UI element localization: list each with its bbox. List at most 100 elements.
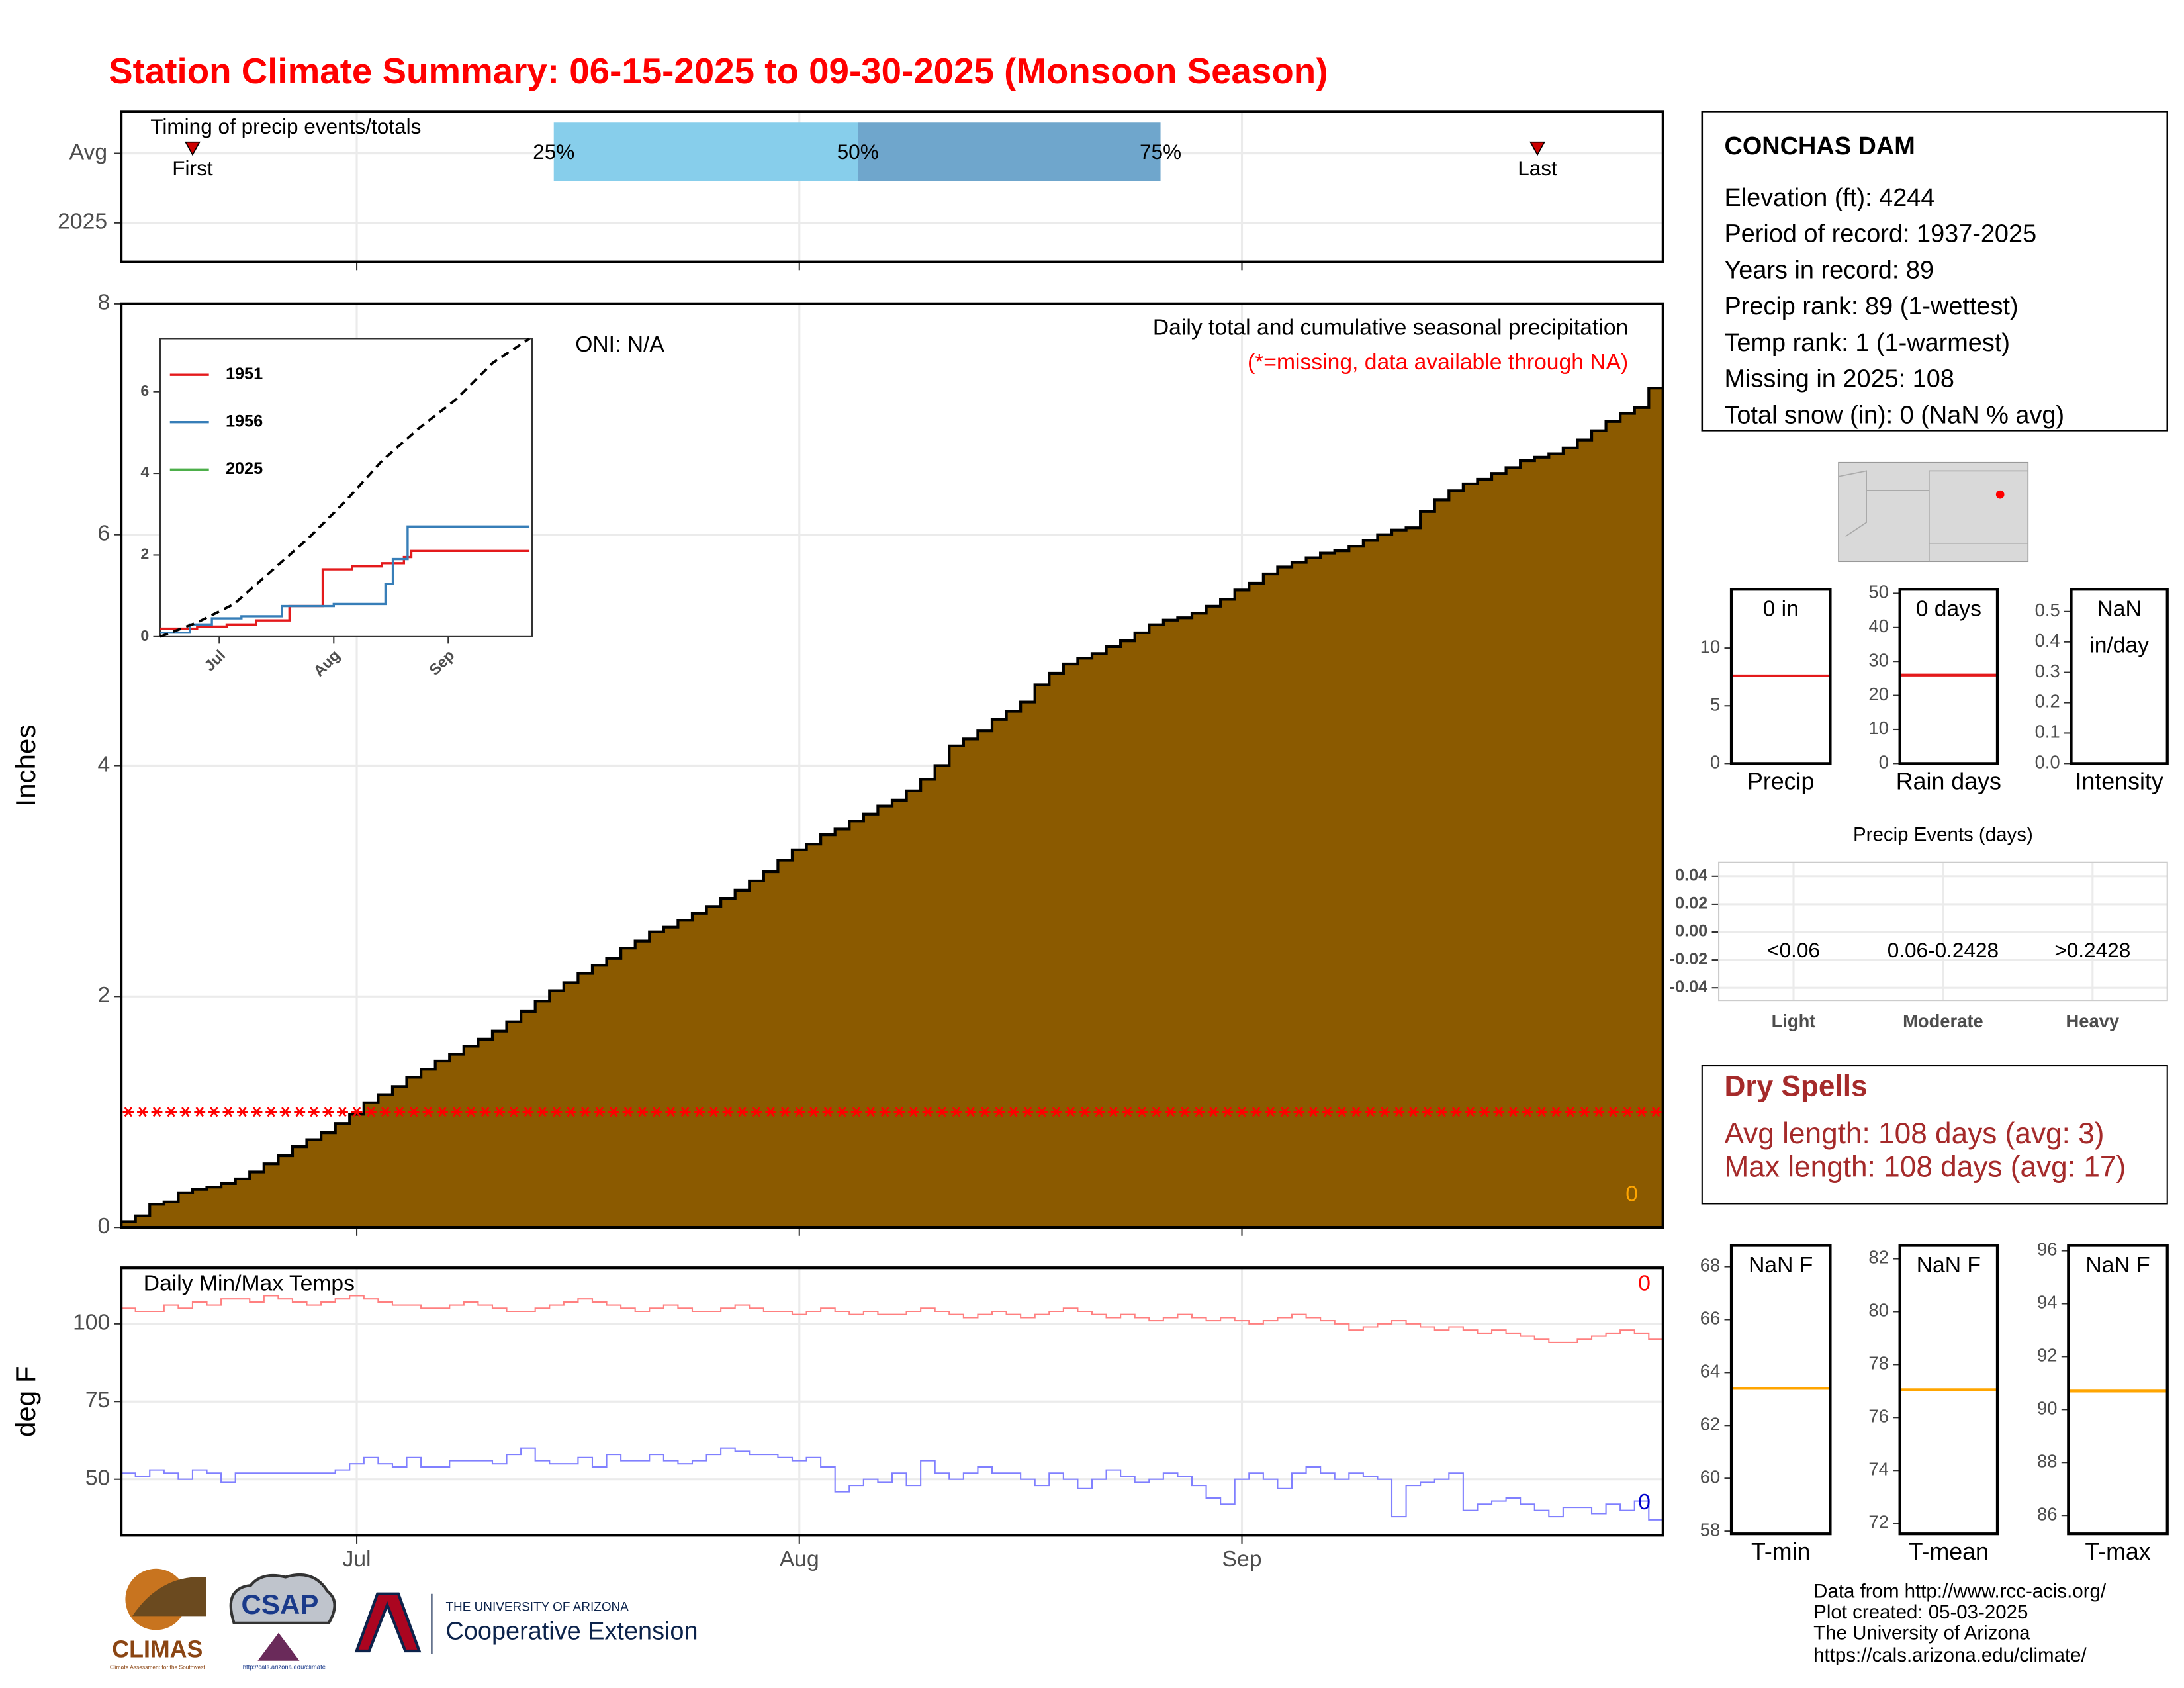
y-tick-label: 92 [2037, 1345, 2057, 1366]
y-tick-label: 62 [1700, 1414, 1720, 1434]
station-line: Temp rank: 1 (1-warmest) [1724, 329, 2009, 357]
missing-note: (*=missing, data available through NA) [1248, 350, 1628, 375]
missing-day-marker [1222, 1107, 1234, 1117]
missing-day-marker [194, 1107, 206, 1117]
panel-frame [1729, 588, 1832, 765]
missing-day-marker [1322, 1107, 1334, 1117]
y-tick-label: 76 [1868, 1406, 1888, 1427]
y-tick-label: 6 [98, 522, 111, 546]
quantile-label: 25% [533, 140, 574, 164]
missing-day-marker [294, 1107, 306, 1117]
y-tick-label: 0.02 [1675, 894, 1707, 913]
dry-spells-line: Avg length: 108 days (avg: 3) [1724, 1117, 2104, 1150]
count-label: 0 [1625, 1182, 1638, 1207]
missing-day-marker [1650, 1107, 1662, 1117]
temperature-line [121, 1295, 1663, 1344]
missing-day-marker [1536, 1107, 1547, 1117]
missing-day-marker [694, 1107, 705, 1117]
missing-day-marker [1436, 1107, 1447, 1117]
missing-day-marker [950, 1107, 962, 1117]
y-tick-label: 86 [2037, 1503, 2057, 1524]
panel-label: in/day [2089, 633, 2149, 657]
panel-x-label: T-max [2085, 1538, 2150, 1565]
y-tick-label: 6 [140, 382, 149, 399]
missing-day-marker [265, 1107, 277, 1117]
missing-day-marker [308, 1107, 320, 1117]
panel-frame [2067, 1244, 2169, 1536]
logo-shape [257, 1632, 300, 1661]
y-tick-label: 2025 [58, 210, 107, 234]
missing-day-marker [322, 1107, 334, 1117]
missing-day-marker [551, 1107, 563, 1117]
missing-day-marker [1250, 1107, 1262, 1117]
y-tick-label: 90 [2037, 1398, 2057, 1419]
y-tick-label: 0.04 [1675, 866, 1707, 884]
y-tick-label: 0.5 [2035, 600, 2060, 620]
missing-day-marker [893, 1107, 905, 1117]
missing-day-marker [1022, 1107, 1034, 1117]
missing-day-marker [465, 1107, 477, 1117]
missing-day-marker [179, 1107, 191, 1117]
missing-day-marker [237, 1107, 248, 1117]
y-tick-label: 8 [98, 291, 111, 315]
missing-day-marker [1550, 1107, 1562, 1117]
dry-spells-line: Max length: 108 days (avg: 17) [1724, 1150, 2126, 1183]
y-tick-label: 4 [140, 463, 149, 481]
panel-title: Daily Min/Max Temps [144, 1271, 355, 1295]
x-tick-label: Light [1772, 1011, 1816, 1031]
missing-day-marker [1065, 1107, 1077, 1117]
missing-day-marker [1336, 1107, 1347, 1117]
footer-line: Data from http://www.rcc-acis.org/ [1813, 1580, 2107, 1602]
dry-spells-title: Dry Spells [1724, 1070, 1867, 1102]
map-background [1838, 461, 2029, 563]
missing-day-marker [936, 1107, 948, 1117]
threshold-label: >0.2428 [2054, 938, 2130, 962]
y-tick-label: Avg [69, 140, 107, 164]
x-tick-label: Jul [343, 1547, 371, 1571]
panel-label: 0 in [1763, 597, 1799, 622]
missing-day-marker [1522, 1107, 1533, 1117]
logo-shape [229, 1573, 336, 1624]
missing-day-marker [1265, 1107, 1277, 1117]
missing-day-marker [993, 1107, 1005, 1117]
panel-frame [1898, 1244, 1999, 1536]
missing-day-marker [907, 1107, 919, 1117]
missing-day-marker [737, 1107, 748, 1117]
missing-day-marker [408, 1107, 420, 1117]
panel-label: NaN F [1917, 1253, 1981, 1278]
panel-frame [119, 1266, 1664, 1537]
missing-day-marker [1050, 1107, 1062, 1117]
missing-day-marker [422, 1107, 434, 1117]
y-axis-label: deg F [10, 1366, 41, 1437]
missing-day-marker [1365, 1107, 1377, 1117]
page-title: Station Climate Summary: 06-15-2025 to 0… [109, 50, 1328, 91]
y-tick-label: 58 [1700, 1519, 1720, 1540]
panel-background [2071, 589, 2167, 764]
logo-text: CLIMAS [112, 1636, 203, 1662]
missing-day-marker [707, 1107, 719, 1117]
x-tick-label: Aug [780, 1547, 819, 1571]
y-tick-label: 30 [1868, 649, 1888, 670]
inset-line [160, 525, 530, 634]
y-tick-label: 20 [1868, 684, 1888, 704]
y-tick-label: 0 [140, 627, 149, 644]
missing-day-marker [379, 1107, 391, 1117]
y-tick-label: 50 [1868, 582, 1888, 602]
panel-label: NaN F [2085, 1253, 2150, 1278]
y-tick-label: 40 [1868, 616, 1888, 636]
panel-frame [119, 302, 1664, 1229]
y-tick-label: 0.0 [2035, 752, 2060, 773]
ua-logo: THE UNIVERSITY OF ARIZONA Cooperative Ex… [354, 1592, 698, 1654]
missing-day-marker [1393, 1107, 1405, 1117]
legend-label: 1956 [226, 412, 263, 430]
y-tick-label: 96 [2037, 1239, 2057, 1260]
missing-day-marker [1107, 1107, 1119, 1117]
y-tick-label: 5 [1710, 694, 1720, 714]
missing-day-marker [151, 1107, 163, 1117]
missing-day-marker [1007, 1107, 1019, 1117]
logo-subtext: Climate Assessment for the Southwest [110, 1664, 206, 1670]
missing-day-marker [765, 1107, 777, 1117]
legend-label: 1951 [226, 365, 263, 383]
quantile-band [858, 122, 1161, 181]
y-tick-label: 0.1 [2035, 722, 2060, 742]
